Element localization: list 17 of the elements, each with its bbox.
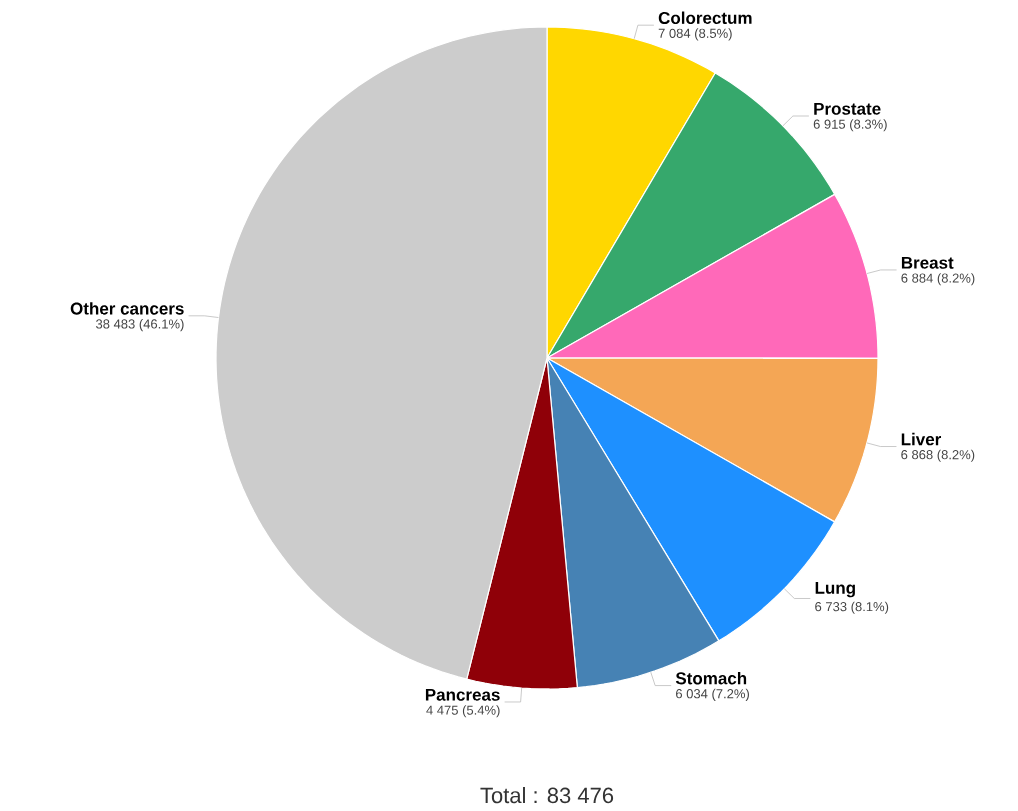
slice-label: Colorectum	[658, 11, 752, 24]
data-label: 6 915 (8.3%)	[813, 119, 887, 132]
data-label: 6 884 (8.2%)	[901, 273, 975, 286]
slice-label: Stomach	[675, 671, 747, 685]
data-label: 6 733 (8.1%)	[815, 601, 889, 614]
text: Total : 83 476	[480, 787, 614, 804]
slice-label: Prostate	[814, 102, 881, 115]
slice-label: Liver	[901, 432, 942, 446]
data-label: 7 084 (8.5%)	[658, 28, 732, 41]
data-label: 38 483 (46.1%)	[96, 319, 184, 332]
data-label: 6 868 (8.2%)	[901, 449, 975, 462]
data-label: 4 475 (5.4%)	[426, 705, 500, 718]
slice-label: Other cancers	[70, 302, 184, 315]
slice-label: Pancreas	[425, 688, 500, 701]
data-label: 6 034 (7.2%)	[676, 688, 749, 701]
slice-label: Lung	[815, 581, 855, 598]
slice-label: Breast	[901, 256, 954, 269]
